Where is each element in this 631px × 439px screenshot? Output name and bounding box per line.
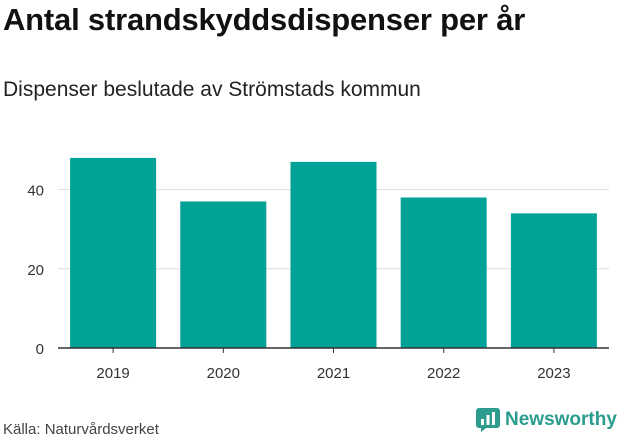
x-tick-label: 2022 (427, 365, 460, 382)
y-tick-label: 40 (27, 183, 44, 200)
y-tick-label: 0 (36, 341, 44, 358)
bar (510, 213, 597, 348)
bar-chart: 0 20 40 2019 2020 2021 2022 2023 (27, 157, 609, 382)
x-tick-label: 2021 (317, 365, 350, 382)
newsworthy-logo-icon (476, 408, 500, 432)
chart-title: Antal strandskyddsdispenser per år (3, 2, 526, 37)
bar (180, 201, 267, 348)
bar (290, 161, 377, 348)
x-tick-label: 2020 (207, 365, 240, 382)
chart-subtitle: Dispenser beslutade av Strömstads kommun (3, 78, 421, 101)
brand-logo: Newsworthy (476, 408, 617, 432)
source-note: Källa: Naturvårdsverket (3, 421, 159, 438)
bar (400, 197, 487, 348)
x-tick-label: 2023 (537, 365, 570, 382)
y-tick-label: 20 (27, 262, 44, 279)
brand-name: Newsworthy (505, 409, 617, 430)
bar (70, 157, 157, 348)
x-tick-label: 2019 (96, 365, 129, 382)
